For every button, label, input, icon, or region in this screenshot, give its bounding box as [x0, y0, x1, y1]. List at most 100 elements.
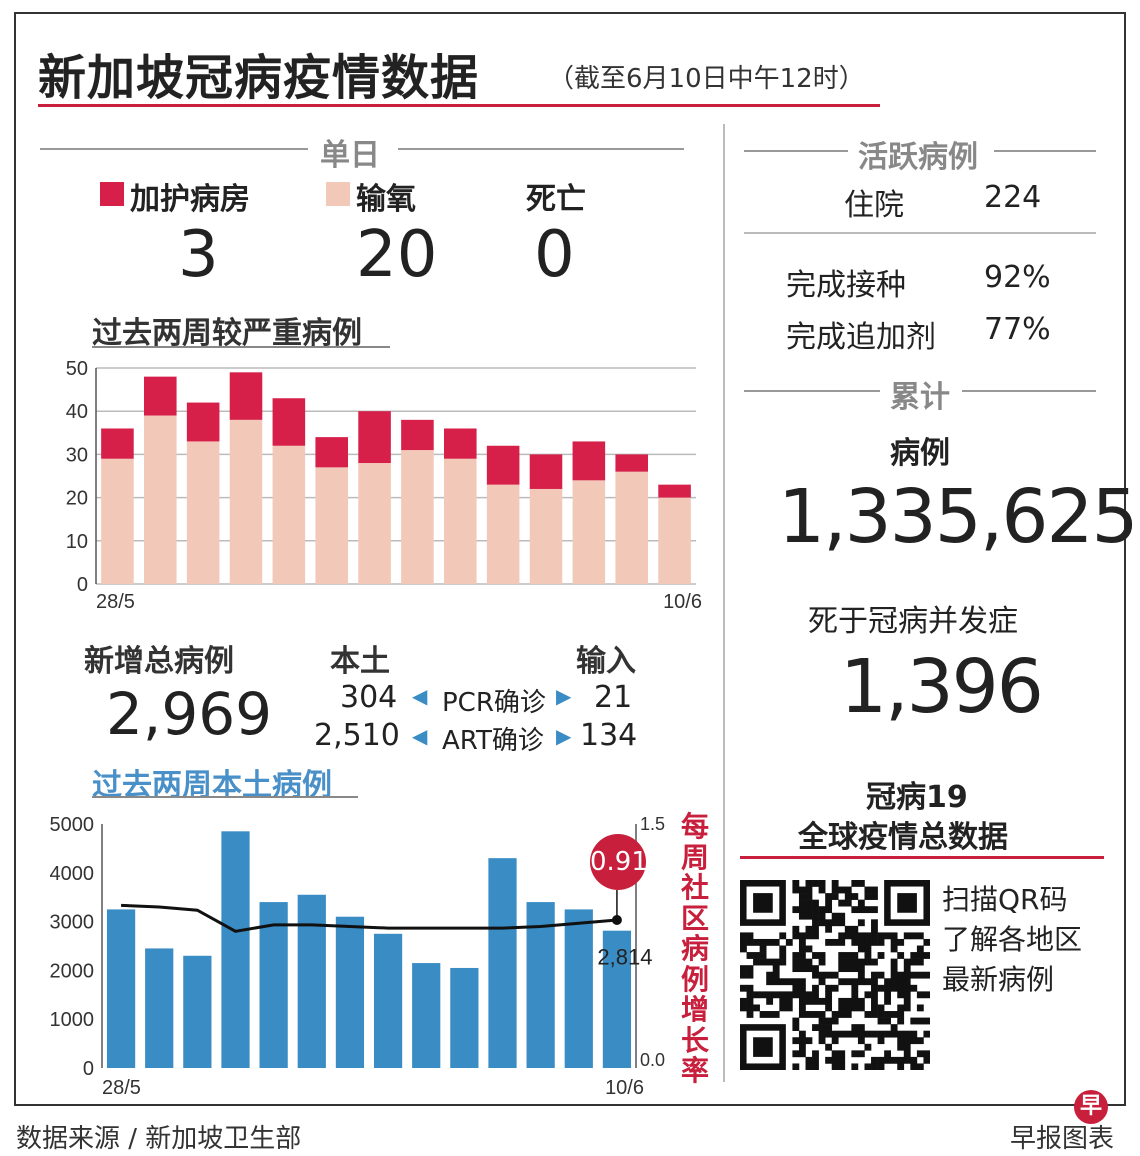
- oxygen-bar: [401, 450, 434, 584]
- icu-legend-swatch: [100, 182, 124, 206]
- qr-module: [753, 991, 760, 999]
- qr-module: [766, 978, 774, 986]
- qr-module: [746, 965, 754, 973]
- qr-module: [772, 958, 780, 966]
- qr-module: [779, 958, 787, 966]
- qr-module: [746, 991, 754, 999]
- qr-module: [871, 991, 878, 999]
- icu-value: 3: [178, 218, 219, 292]
- qr-module: [792, 1024, 800, 1031]
- qr-module: [897, 938, 905, 946]
- qr-module: [831, 1050, 839, 1058]
- oxygen-bar: [315, 467, 348, 584]
- qr-module: [812, 912, 819, 920]
- qr-module: [871, 978, 878, 986]
- qr-module: [838, 899, 846, 907]
- qr-module: [753, 958, 760, 966]
- qr-module: [825, 906, 833, 914]
- severe-cases-chart: 0 10 20 30 40 50 28/5 10/6: [66, 358, 702, 613]
- qr-module: [812, 965, 819, 973]
- icu-bar: [572, 441, 606, 481]
- growth-rate-line: [121, 903, 618, 933]
- qr-module: [890, 978, 898, 986]
- qr-module: [812, 880, 819, 887]
- qr-module: [923, 952, 930, 959]
- qr-module: [871, 1030, 878, 1038]
- qr-module: [805, 1011, 813, 1018]
- local-cases-bar: [106, 909, 136, 1068]
- qr-module: [838, 952, 846, 959]
- qr-module: [798, 965, 806, 973]
- qr-module: [923, 1017, 930, 1025]
- qr-module: [857, 965, 865, 973]
- qr-module: [838, 1004, 846, 1012]
- qr-module: [740, 997, 747, 1005]
- local-cases-bar: [450, 967, 479, 1068]
- local-cases-chart: 0 1000 2000 3000 4000 5000 1.5 0.0 2,814 28/5 10/6: [50, 814, 666, 1098]
- qr-module: [740, 984, 747, 992]
- qr-module: [779, 952, 787, 959]
- oxygen-bar: [229, 419, 263, 584]
- hospital-value: 224: [984, 180, 1042, 215]
- qr-module: [851, 1004, 859, 1012]
- last-bar-value-label: 2,814: [597, 945, 652, 970]
- local-label: 本土: [330, 644, 390, 679]
- qr-module: [844, 965, 852, 973]
- qr-module: [884, 932, 891, 940]
- qr-module: [871, 893, 878, 900]
- qr-module: [825, 997, 833, 1005]
- qr-module: [890, 938, 898, 946]
- qr-module: [871, 1004, 878, 1012]
- qr-module: [871, 1011, 878, 1018]
- qr-module: [916, 991, 924, 999]
- qr-module: [851, 1063, 859, 1070]
- qr-module: [812, 971, 819, 979]
- qr-module: [916, 971, 924, 979]
- qr-module: [877, 984, 885, 992]
- qr-module: [903, 1050, 911, 1058]
- qr-module: [798, 991, 806, 999]
- qr-module: [844, 958, 852, 966]
- qr-module: [831, 984, 839, 992]
- qr-module: [779, 945, 787, 953]
- qr-module: [857, 1050, 865, 1058]
- qr-module: [766, 991, 774, 999]
- cumulative-deaths-value: 1,396: [840, 644, 1044, 730]
- icu-bar: [486, 445, 520, 485]
- qr-module: [805, 1037, 813, 1045]
- qr-module: [792, 1050, 800, 1058]
- qr-module: [798, 1030, 806, 1038]
- qr-module: [798, 1004, 806, 1012]
- zaobao-logo-icon: 早: [1074, 1090, 1108, 1124]
- qr-module: [825, 1056, 833, 1064]
- qr-module: [910, 1017, 918, 1025]
- booster-value: 77%: [984, 312, 1051, 347]
- qr-module: [825, 971, 833, 979]
- local-cases-bar: [145, 948, 174, 1068]
- imported-label: 输入: [576, 644, 636, 679]
- qr-module: [818, 912, 826, 920]
- qr-module: [851, 997, 859, 1005]
- pcr-label: PCR确诊: [442, 688, 546, 718]
- oxygen-bar: [358, 463, 391, 584]
- qr-module: [897, 1011, 905, 1018]
- icu-bar: [229, 372, 263, 420]
- qr-module: [740, 965, 747, 973]
- local-cases-bar: [259, 902, 288, 1068]
- qr-module: [746, 1004, 754, 1012]
- qr-module: [812, 1050, 819, 1058]
- new-total-value: 2,969: [106, 680, 273, 748]
- qr-module: [779, 991, 787, 999]
- qr-module: [792, 965, 800, 973]
- oxygen-value: 20: [356, 218, 438, 292]
- qr-module: [753, 1004, 760, 1012]
- qr-module: [798, 906, 806, 914]
- qr-module: [871, 932, 878, 940]
- qr-code-icon[interactable]: [740, 880, 930, 1070]
- y-tick-label: 4000: [50, 863, 95, 885]
- qr-module: [864, 991, 872, 999]
- qr-module: [831, 893, 839, 900]
- qr-module: [831, 886, 839, 894]
- qr-module: [779, 1004, 787, 1012]
- local-cases-bar: [564, 909, 593, 1068]
